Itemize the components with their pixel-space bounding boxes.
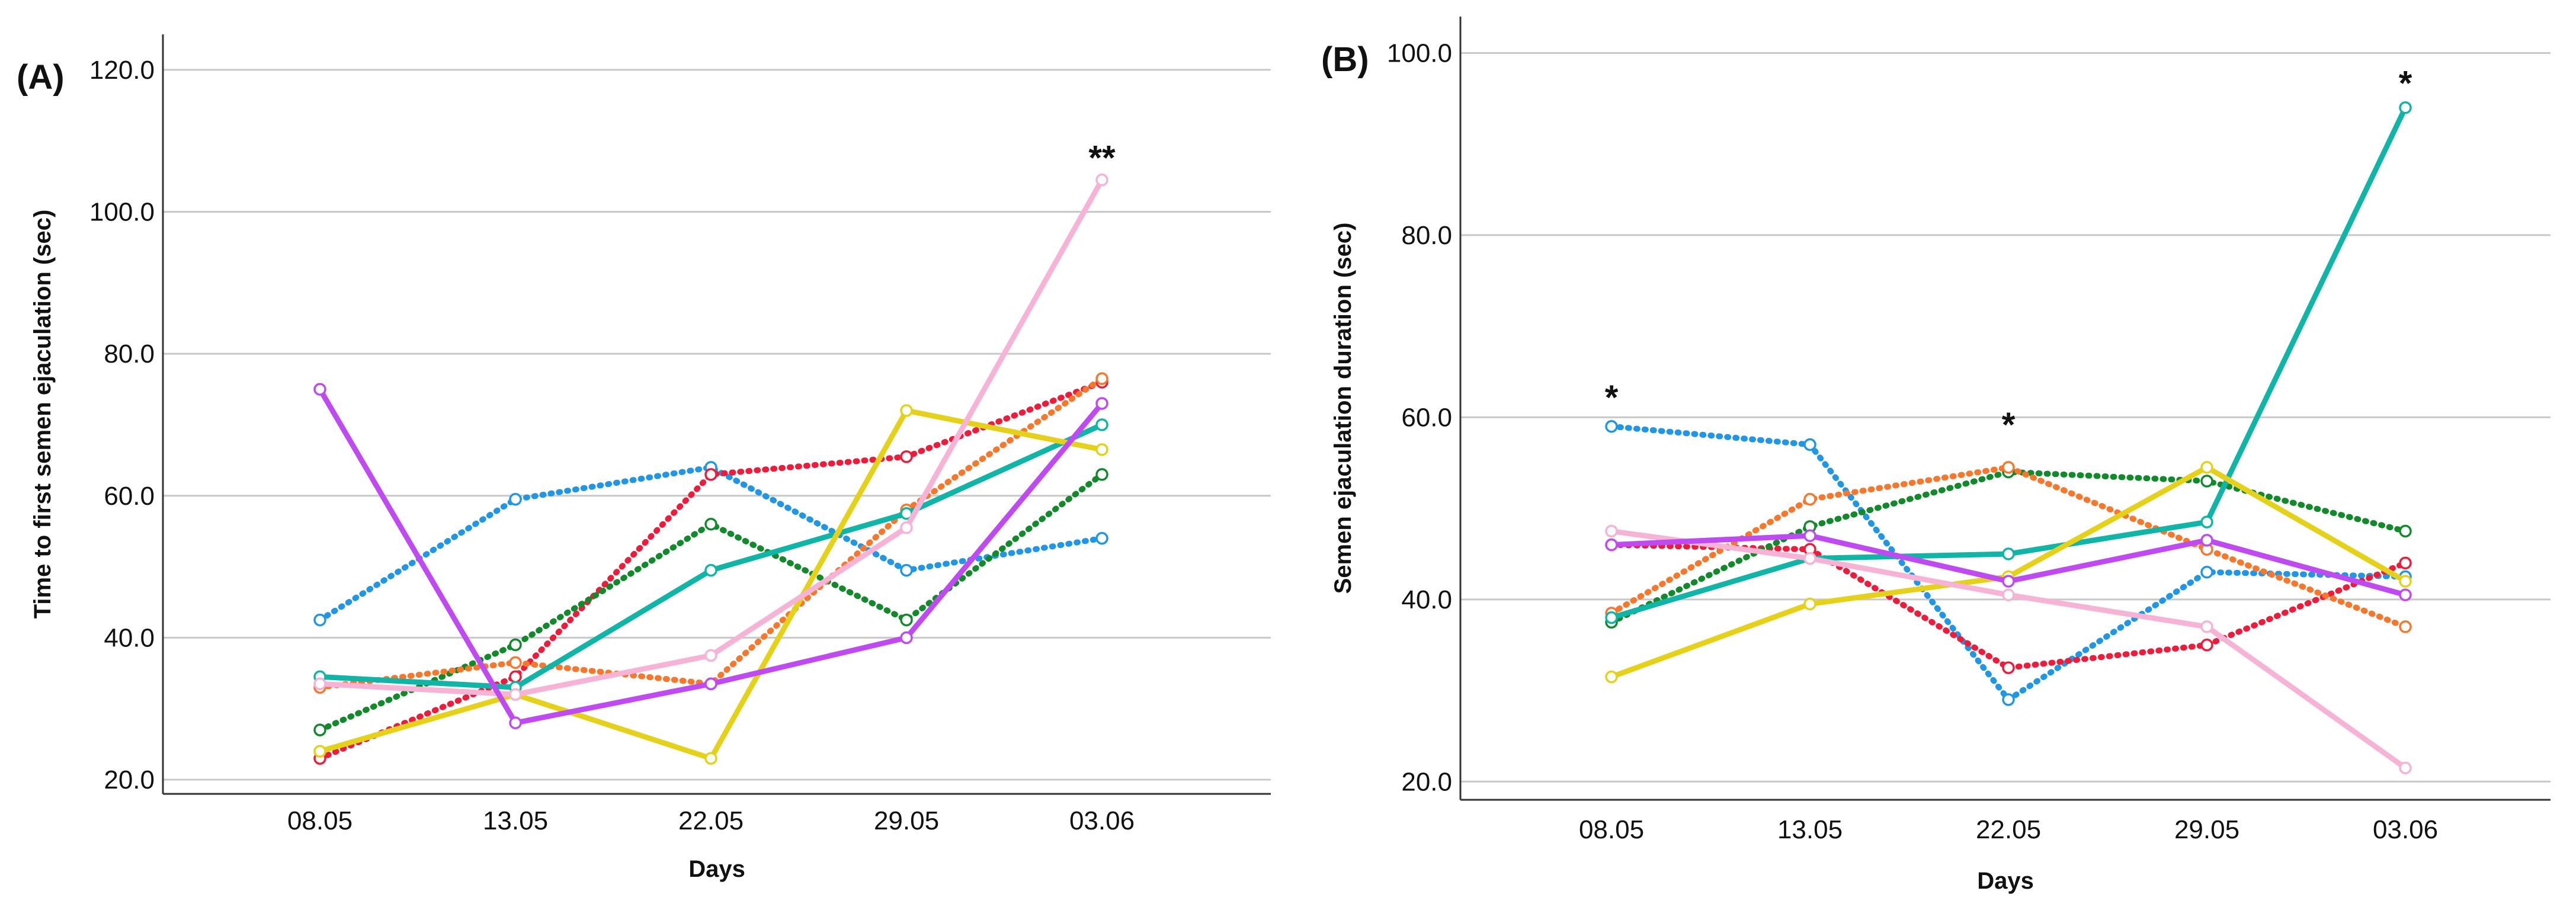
- x-tick-label: 03.06: [1069, 806, 1135, 835]
- data-point: [1803, 492, 1816, 506]
- y-axis-title: Semen ejaculation duration (sec): [1330, 223, 1356, 594]
- data-point: [900, 613, 913, 627]
- y-tick-label: 40.0: [1401, 585, 1452, 614]
- panel-a: 20.0 40.0 60.0 80.0 100.0 120.0 08.05 13.05 22.0…: [17, 34, 1271, 882]
- data-point: [1095, 372, 1108, 385]
- x-axis-title: Days: [1977, 868, 2034, 894]
- data-point: [509, 638, 522, 652]
- data-point: [509, 716, 522, 729]
- data-point: [704, 752, 717, 765]
- x-tick-label: 03.06: [2373, 815, 2438, 844]
- data-point: [1803, 438, 1816, 451]
- data-point: [313, 723, 326, 736]
- data-point: [900, 563, 913, 577]
- significance-annotation: *: [2399, 65, 2412, 103]
- data-point: [509, 656, 522, 669]
- data-point: [2200, 475, 2213, 488]
- y-tick-label: 100.0: [89, 198, 155, 227]
- x-tick-label: 29.05: [874, 806, 939, 835]
- panel-label: (B): [1321, 40, 1369, 79]
- x-tick-label: 22.05: [1976, 815, 2041, 844]
- data-point: [2002, 575, 2015, 588]
- data-point: [2399, 575, 2412, 588]
- data-point: [900, 404, 913, 417]
- data-point: [509, 688, 522, 701]
- data-point: [1605, 419, 1618, 433]
- panel-b: 20.0 40.0 60.0 80.0 100.0 08.05 13.05 22.05 29.0…: [1321, 17, 2551, 894]
- data-point: [704, 649, 717, 662]
- significance-annotation: *: [1605, 379, 1619, 417]
- data-point: [1803, 529, 1816, 542]
- data-point: [1095, 443, 1108, 456]
- data-point: [900, 521, 913, 534]
- x-tick-label: 13.05: [483, 806, 548, 835]
- data-point: [2399, 620, 2412, 633]
- data-point: [2200, 515, 2213, 528]
- significance-annotation: *: [2002, 406, 2016, 444]
- data-point: [2399, 761, 2412, 774]
- data-point: [704, 677, 717, 691]
- data-point: [2200, 565, 2213, 579]
- y-tick-label: 80.0: [104, 339, 155, 369]
- data-point: [313, 745, 326, 758]
- x-tick-label: 13.05: [1777, 815, 1843, 844]
- data-point: [2399, 101, 2412, 114]
- data-point: [2002, 661, 2015, 674]
- data-point: [1095, 397, 1108, 410]
- y-axis-title: Time to first semen ejaculation (sec): [30, 210, 56, 619]
- data-point: [2002, 547, 2015, 560]
- x-tick-label: 29.05: [2174, 815, 2239, 844]
- data-point: [1803, 597, 1816, 611]
- y-tick-label: 60.0: [104, 482, 155, 511]
- y-tick-label: 20.0: [104, 765, 155, 794]
- y-tick-label: 120.0: [89, 56, 155, 85]
- data-point: [704, 468, 717, 481]
- data-point: [313, 613, 326, 627]
- data-point: [1605, 670, 1618, 684]
- data-point: [1095, 468, 1108, 481]
- data-point: [2002, 461, 2015, 474]
- data-point: [2200, 461, 2213, 474]
- x-axis-title: Days: [688, 856, 745, 882]
- data-point: [2399, 556, 2412, 570]
- data-point: [1803, 552, 1816, 565]
- data-point: [1605, 611, 1618, 624]
- data-point: [1095, 173, 1108, 187]
- data-point: [1095, 531, 1108, 545]
- data-point: [704, 517, 717, 531]
- x-tick-label: 08.05: [287, 806, 353, 835]
- data-point: [509, 493, 522, 506]
- data-point: [2399, 588, 2412, 601]
- data-point: [2200, 534, 2213, 547]
- data-point: [1095, 418, 1108, 431]
- data-point: [313, 383, 326, 396]
- x-tick-label: 08.05: [1579, 815, 1644, 844]
- data-point: [2002, 693, 2015, 706]
- significance-annotation: **: [1088, 139, 1116, 178]
- data-point: [1605, 538, 1618, 552]
- y-tick-label: 20.0: [1401, 767, 1452, 796]
- data-point: [704, 563, 717, 577]
- data-point: [1605, 524, 1618, 538]
- panel-label: (A): [17, 58, 65, 97]
- y-tick-label: 60.0: [1401, 403, 1452, 432]
- y-tick-label: 40.0: [104, 623, 155, 652]
- y-tick-label: 100.0: [1387, 39, 1452, 68]
- data-point: [2002, 588, 2015, 601]
- data-point: [900, 631, 913, 645]
- y-tick-label: 80.0: [1401, 221, 1452, 250]
- series-line: [317, 177, 1105, 697]
- x-tick-label: 22.05: [678, 806, 744, 835]
- data-point: [2200, 620, 2213, 633]
- data-point: [2200, 638, 2213, 652]
- data-point: [900, 450, 913, 463]
- data-point: [2399, 524, 2412, 538]
- data-point: [313, 677, 326, 691]
- data-point: [509, 670, 522, 684]
